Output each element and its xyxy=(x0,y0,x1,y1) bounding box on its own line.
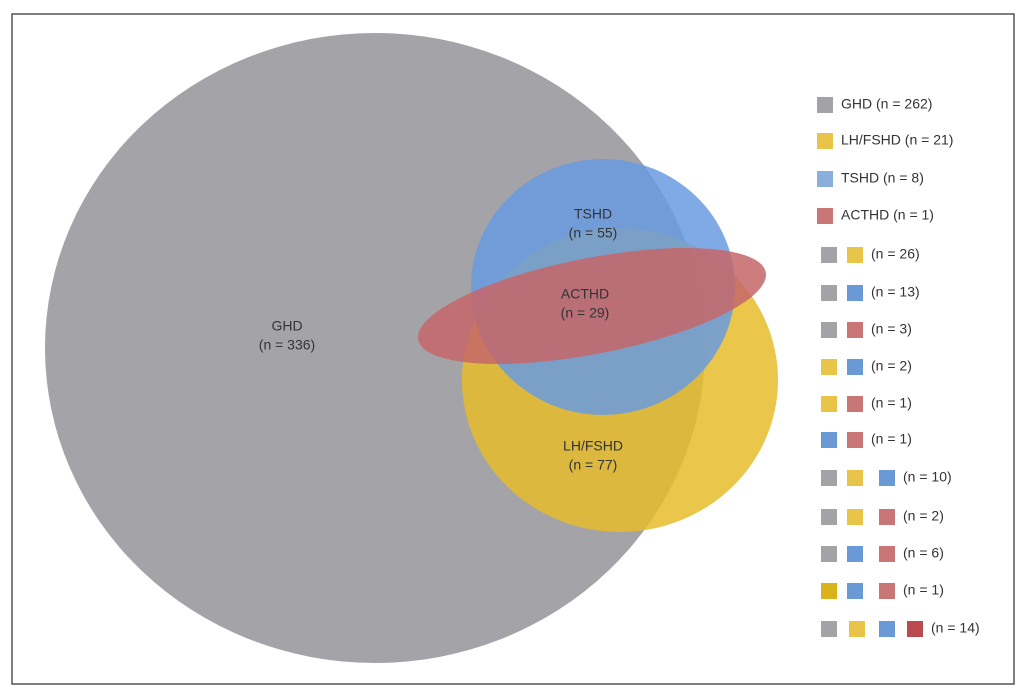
legend-swatch xyxy=(847,583,863,599)
legend-label: (n = 3) xyxy=(871,321,912,337)
legend-swatch xyxy=(847,396,863,412)
legend-swatch xyxy=(849,621,865,637)
legend-swatch xyxy=(847,470,863,486)
legend-swatch xyxy=(847,322,863,338)
legend-swatch xyxy=(821,322,837,338)
legend-swatch xyxy=(847,247,863,263)
legend-swatch xyxy=(817,208,833,224)
legend-swatch xyxy=(821,621,837,637)
legend-swatch xyxy=(847,509,863,525)
legend-swatch xyxy=(821,285,837,301)
legend-label: (n = 13) xyxy=(871,284,920,300)
legend-label: GHD (n = 262) xyxy=(841,96,932,112)
legend-label: (n = 2) xyxy=(871,358,912,374)
legend-swatch xyxy=(821,509,837,525)
set-name: ACTHD xyxy=(561,286,609,302)
legend-label: (n = 1) xyxy=(871,431,912,447)
legend-swatch xyxy=(879,583,895,599)
legend-swatch xyxy=(817,97,833,113)
legend-swatch xyxy=(821,583,837,599)
legend-swatch xyxy=(821,432,837,448)
legend-swatch xyxy=(817,133,833,149)
legend-label: (n = 10) xyxy=(903,469,952,485)
legend-swatch xyxy=(847,285,863,301)
legend-label: (n = 26) xyxy=(871,246,920,262)
legend-swatch xyxy=(821,470,837,486)
legend-label: TSHD (n = 8) xyxy=(841,170,924,186)
legend-swatch xyxy=(879,509,895,525)
legend-label: (n = 6) xyxy=(903,545,944,561)
legend-swatch xyxy=(847,432,863,448)
legend-swatch xyxy=(879,621,895,637)
legend-label: LH/FSHD (n = 21) xyxy=(841,132,953,148)
legend-label: (n = 1) xyxy=(871,395,912,411)
legend-swatch xyxy=(821,247,837,263)
legend-swatch xyxy=(847,359,863,375)
legend-swatch xyxy=(821,396,837,412)
set-count: (n = 77) xyxy=(569,457,618,473)
legend-swatch xyxy=(879,546,895,562)
legend-label: ACTHD (n = 1) xyxy=(841,207,934,223)
set-count: (n = 29) xyxy=(561,305,610,321)
legend-label: (n = 1) xyxy=(903,582,944,598)
set-count: (n = 336) xyxy=(259,337,315,353)
set-name: GHD xyxy=(271,318,302,334)
legend-swatch xyxy=(879,470,895,486)
legend-swatch xyxy=(821,359,837,375)
set-region xyxy=(418,248,766,364)
legend-label: (n = 2) xyxy=(903,508,944,524)
legend-label: (n = 14) xyxy=(931,620,980,636)
legend-swatch xyxy=(821,546,837,562)
set-name: LH/FSHD xyxy=(563,438,623,454)
set-name: TSHD xyxy=(574,206,612,222)
legend-swatch xyxy=(907,621,923,637)
legend-swatch xyxy=(847,546,863,562)
set-count: (n = 55) xyxy=(569,225,618,241)
legend-swatch xyxy=(817,171,833,187)
